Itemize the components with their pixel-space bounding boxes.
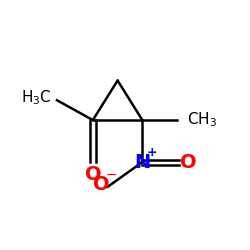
Text: O: O (180, 152, 197, 172)
Text: CH$_3$: CH$_3$ (187, 111, 217, 130)
Text: O: O (84, 165, 101, 184)
Text: N: N (134, 152, 150, 172)
Text: H$_3$C: H$_3$C (22, 88, 52, 107)
Text: O: O (93, 175, 110, 194)
Text: −: − (106, 168, 117, 181)
Text: +: + (146, 146, 157, 159)
